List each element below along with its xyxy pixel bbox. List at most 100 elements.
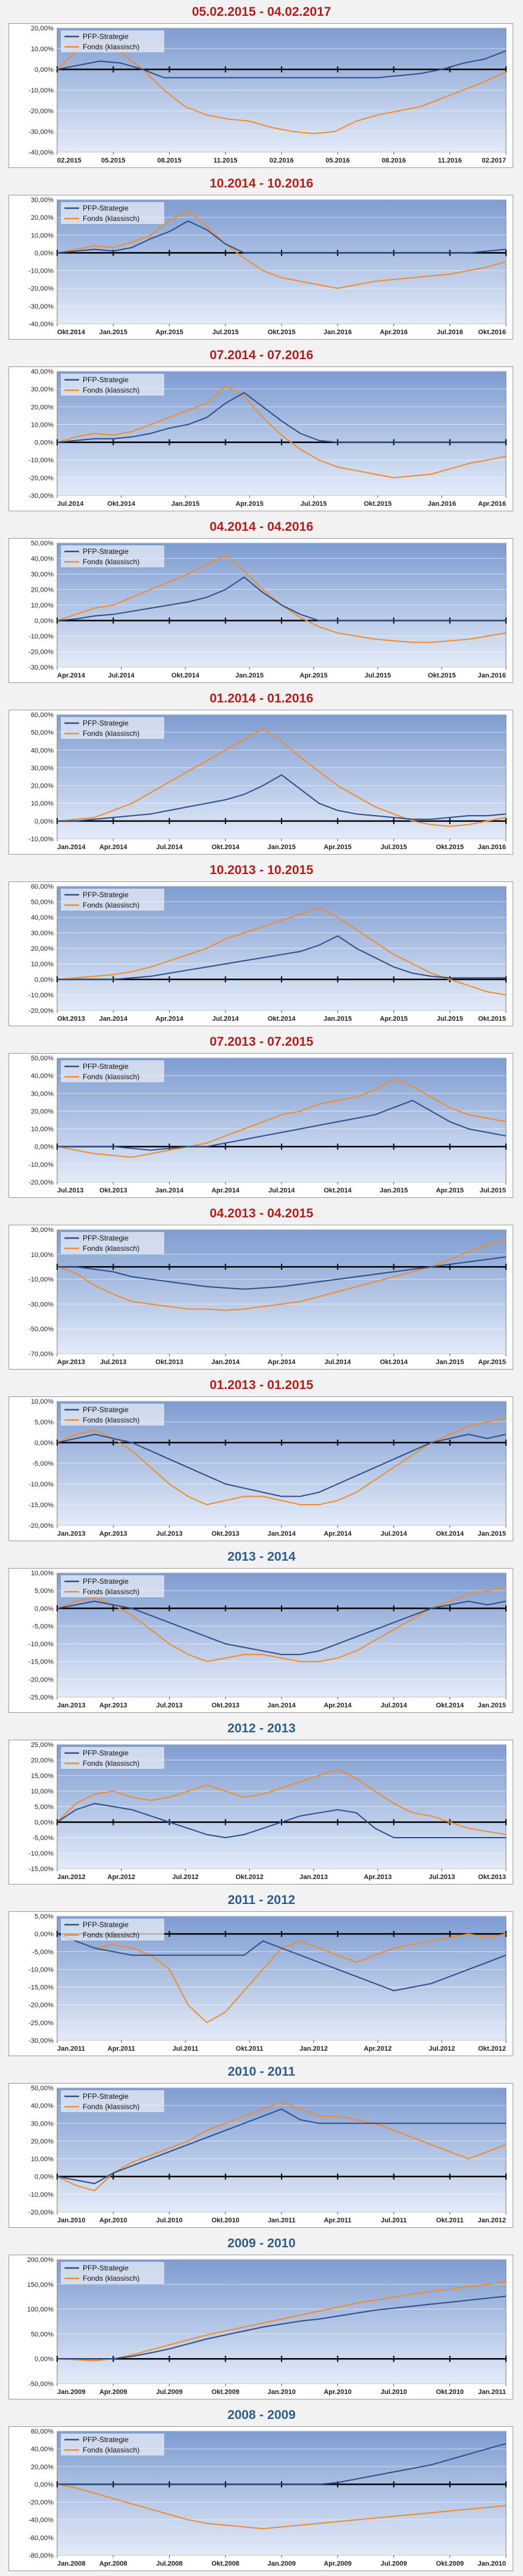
line-chart: 60,00% 40,00% 20,00% 0,00% -20,00% -40,00% -60… [9,2426,513,2571]
x-tick-label: Jul.2010 [156,2217,182,2224]
x-tick-label: Okt.2013 [478,1874,506,1881]
strategy-series-line [57,1433,507,1497]
y-tick-label: 20,00% [31,2463,54,2471]
line-chart: 30,00% 20,00% 10,00% 0,00% -10,00% -20,00% -30… [9,195,513,340]
x-tick-label: Jan.2011 [268,2217,296,2224]
x-tick-label: Jan.2008 [57,2560,85,2567]
chart-title: 2013 - 2014 [227,1550,296,1564]
y-tick-label: 0,00% [35,1605,54,1612]
chart-title: 05.02.2015 - 04.02.2017 [192,5,331,19]
y-tick-label: 20,00% [31,2138,54,2145]
strategy-series-line [57,2295,507,2360]
chart-title: 2008 - 2009 [227,2408,296,2422]
x-tick-label: Apr.2015 [235,500,263,508]
chart-title: 2012 - 2013 [227,1721,296,1735]
x-tick-label: Jul.2014 [108,672,135,679]
y-tick-label: 0,00% [35,1144,54,1151]
strategy-series-line [57,1600,507,1656]
legend-label-strategy: PFP-Strategie [83,1577,129,1586]
x-tick-label: Apr.2014 [268,1359,296,1366]
x-tick-label: Jan.2014 [268,1702,296,1709]
y-tick-label: -40,00% [29,2517,54,2524]
legend-label-fund: Fonds (klassisch) [83,558,139,566]
x-tick-label: Apr.2015 [324,844,352,851]
x-tick-label: Okt.2015 [478,1015,506,1023]
x-tick-label: Jan.2014 [57,844,86,851]
x-tick-label: Apr.2015 [380,1015,408,1023]
y-tick-label: 10,00% [31,1251,54,1259]
legend-label-strategy: PFP-Strategie [83,1749,129,1757]
x-tick-label: Jul.2015 [437,1015,463,1023]
x-tick-label: Jan.2013 [57,1530,85,1538]
chart-title: 04.2014 - 04.2016 [209,520,314,534]
y-tick-label: -10,00% [29,87,54,94]
x-tick-label: Jan.2009 [57,2389,85,2396]
x-tick-label: Jan.2009 [268,2560,296,2567]
y-tick-label: -20,00% [29,1007,54,1015]
chart-panel: 2013 - 2014 10,00% 5,00% 0,00% -5,00% -10,00%… [5,1545,518,1717]
line-chart: 10,00% 5,00% 0,00% -5,00% -10,00% -15,00% -20,… [9,1396,513,1541]
y-tick-label: 25,00% [31,1741,54,1749]
line-chart: 10,00% 5,00% 0,00% -5,00% -10,00% -15,00% -20,… [9,1568,513,1713]
chart-panel: 2012 - 2013 25,00% 20,00% 15,00% 10,00% 5,00%… [5,1717,518,1888]
y-tick-label: 50,00% [31,1055,54,1062]
y-tick-label: -10,00% [29,992,54,999]
chart-panel: 05.02.2015 - 04.02.2017 20,00% 10,00% 0,00%… [5,0,518,172]
y-tick-label: 10,00% [31,232,54,239]
y-tick-label: 100,00% [27,2306,54,2314]
y-tick-label: -20,00% [29,1522,54,1530]
y-tick-label: 60,00% [31,2428,54,2435]
x-tick-label: Okt.2009 [436,2560,464,2567]
y-tick-label: 30,00% [31,1227,54,1234]
x-tick-label: Jan.2016 [478,672,506,679]
y-tick-label: 0,00% [35,1819,54,1827]
legend-label-fund: Fonds (klassisch) [83,2446,139,2454]
y-tick-label: 30,00% [31,930,54,937]
y-tick-label: 0,00% [35,2356,54,2363]
y-tick-label: 10,00% [31,961,54,968]
y-tick-label: -20,00% [29,2499,54,2507]
chart-title: 04.2013 - 04.2015 [209,1206,314,1220]
y-tick-label: 5,00% [35,1419,54,1426]
legend-label-strategy: PFP-Strategie [83,1920,129,1929]
y-tick-label: 0,00% [35,2174,54,2181]
x-tick-label: Jul.2013 [156,1702,182,1709]
legend-label-fund: Fonds (klassisch) [83,2274,139,2283]
x-tick-label: Jul.2015 [480,1187,506,1194]
y-tick-label: 5,00% [35,1587,54,1595]
x-tick-label: Jan.2011 [478,2389,506,2396]
x-tick-label: 05.2016 [325,157,350,164]
x-tick-label: Okt.2014 [212,844,240,851]
y-tick-label: 5,00% [35,1804,54,1811]
x-tick-label: Okt.2015 [268,329,296,336]
x-tick-label: Jan.2012 [57,1874,85,1881]
x-tick-label: Okt.2013 [212,1530,240,1538]
x-tick-label: Jul.2014 [212,1015,239,1023]
x-tick-label: 11.2016 [438,157,462,164]
y-tick-label: 30,00% [31,1090,54,1097]
x-tick-label: Jan.2015 [324,1015,352,1023]
x-tick-label: Apr.2014 [324,1530,352,1538]
legend-label-fund: Fonds (klassisch) [83,43,139,51]
x-tick-label: Apr.2014 [212,1187,240,1194]
chart-panel: 2009 - 2010 200,00% 150,00% 100,00% 50,00% 0,… [5,2231,518,2403]
y-tick-label: -5,00% [32,1460,54,1468]
y-tick-label: -10,00% [29,633,54,640]
x-tick-label: Jul.2015 [381,844,407,851]
y-tick-label: 10,00% [31,602,54,609]
x-tick-label: 08.2016 [382,157,406,164]
line-chart: 60,00% 50,00% 40,00% 30,00% 20,00% 10,00% 0,00… [9,710,513,855]
y-tick-label: 0,00% [35,1931,54,1938]
legend-label-strategy: PFP-Strategie [83,2435,129,2444]
x-tick-label: Jan.2015 [268,844,296,851]
x-tick-label: Jul.2014 [156,844,183,851]
legend-label-fund: Fonds (klassisch) [83,1759,139,1768]
y-tick-label: 10,00% [31,1126,54,1133]
y-tick-label: -10,00% [29,1641,54,1648]
x-tick-label: Jan.2014 [212,1359,240,1366]
x-tick-label: Okt.2015 [436,844,464,851]
x-tick-label: Jan.2010 [478,2560,506,2567]
legend-label-strategy: PFP-Strategie [83,204,129,212]
legend-label-fund: Fonds (klassisch) [83,1416,139,1424]
x-tick-label: Jul.2008 [156,2560,182,2567]
